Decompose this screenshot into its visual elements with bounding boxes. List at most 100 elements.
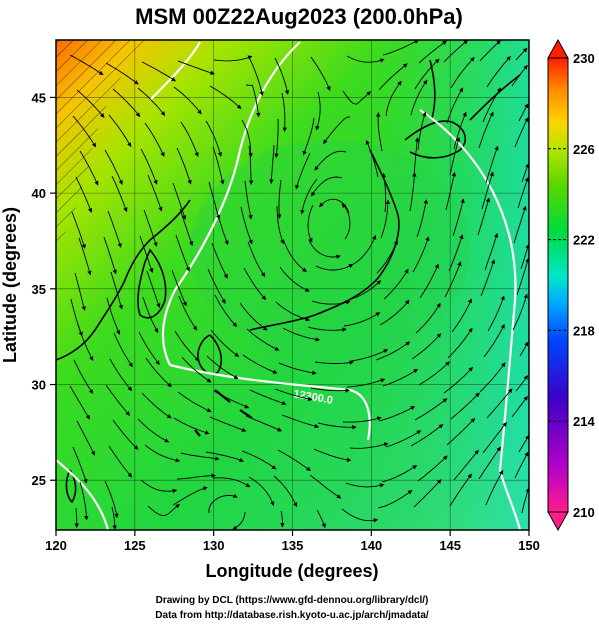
streamline	[314, 150, 347, 171]
streamline	[248, 145, 254, 186]
streamline	[514, 117, 529, 148]
contour-line-north	[149, 41, 201, 101]
streamline	[379, 299, 410, 326]
streamline	[443, 40, 469, 63]
streamline	[210, 329, 240, 357]
streamline	[174, 330, 200, 362]
taiwan-coast	[65, 469, 77, 504]
colorbar-body	[547, 57, 569, 513]
streamline	[75, 176, 93, 213]
streamline	[78, 237, 92, 276]
streamline	[443, 366, 474, 394]
streamline	[176, 147, 192, 185]
streamline	[342, 416, 382, 423]
streamline	[451, 298, 472, 333]
y-axis-label: Latitude (degrees)	[0, 207, 20, 363]
streamline	[242, 354, 278, 374]
streamline	[511, 395, 528, 418]
streamline	[486, 388, 513, 419]
y-axis-ticks: 25 30 35 40 45	[32, 90, 56, 488]
streamline	[380, 199, 391, 239]
streamline	[417, 455, 448, 482]
streamline	[450, 56, 475, 89]
streamline	[315, 91, 321, 131]
streamline	[141, 61, 177, 82]
streamline	[415, 302, 441, 334]
streamline	[240, 206, 253, 245]
streamline	[108, 445, 133, 478]
streamline	[517, 176, 529, 209]
streamline	[485, 469, 504, 506]
streamline	[341, 508, 379, 523]
streamline	[239, 302, 268, 331]
streamline	[112, 419, 139, 450]
streamline	[317, 422, 357, 430]
streamline	[108, 114, 132, 148]
streamline	[180, 121, 199, 157]
streamline	[74, 507, 79, 528]
streamline	[138, 331, 160, 365]
streamline	[309, 474, 342, 499]
streamline	[111, 175, 128, 213]
streamline	[515, 375, 529, 392]
streamline	[486, 56, 511, 88]
streamline	[275, 301, 311, 322]
streamline	[214, 294, 238, 328]
streamline	[113, 332, 133, 368]
streamline	[274, 388, 313, 402]
streamline	[414, 58, 440, 90]
colorbar: 230 226 222 218 214 210	[547, 38, 595, 532]
streamline	[205, 451, 244, 463]
streamline	[213, 55, 253, 62]
streamline	[378, 406, 416, 422]
streamline	[273, 475, 298, 508]
streamline	[342, 90, 372, 105]
streamline	[212, 146, 225, 185]
streamline	[139, 235, 154, 274]
streamline	[382, 368, 419, 387]
streamline	[77, 324, 94, 362]
x-tick-label: 130	[203, 538, 225, 553]
streamline	[347, 280, 382, 301]
streamline	[514, 451, 529, 479]
streamline	[209, 85, 242, 110]
streamline	[446, 87, 464, 124]
streamline	[105, 384, 130, 416]
streamline	[112, 88, 141, 118]
streamline	[173, 417, 210, 435]
streamline	[410, 424, 444, 447]
streamline	[277, 449, 312, 471]
china-coast	[56, 199, 191, 361]
streamline	[452, 198, 465, 237]
streamline	[178, 295, 198, 331]
streamline	[146, 270, 161, 309]
streamline	[171, 269, 187, 307]
streamline	[274, 118, 279, 159]
streamline	[137, 418, 170, 443]
streamline	[71, 211, 86, 249]
streamline	[282, 327, 321, 342]
streamline	[381, 465, 418, 483]
streamline	[241, 450, 277, 470]
streamline	[310, 387, 350, 393]
height-contours	[56, 41, 522, 530]
contour-line-east	[419, 109, 517, 471]
streamline	[141, 392, 172, 419]
streamline	[205, 120, 222, 157]
contour-line-south	[56, 459, 110, 530]
streamline	[418, 40, 448, 64]
field-shading-east	[380, 40, 529, 530]
x-tick-label: 140	[360, 538, 382, 553]
streamline	[409, 172, 417, 212]
streamline	[315, 264, 354, 271]
colorbar-tick-label: 226	[573, 142, 595, 157]
streamline	[307, 204, 314, 243]
streamline	[177, 60, 215, 75]
streamline	[172, 486, 208, 506]
streamline	[144, 122, 165, 157]
streamline	[341, 203, 351, 240]
streamline	[511, 64, 528, 87]
streamline	[313, 448, 352, 463]
streamline	[343, 312, 381, 327]
streamline	[411, 333, 442, 360]
